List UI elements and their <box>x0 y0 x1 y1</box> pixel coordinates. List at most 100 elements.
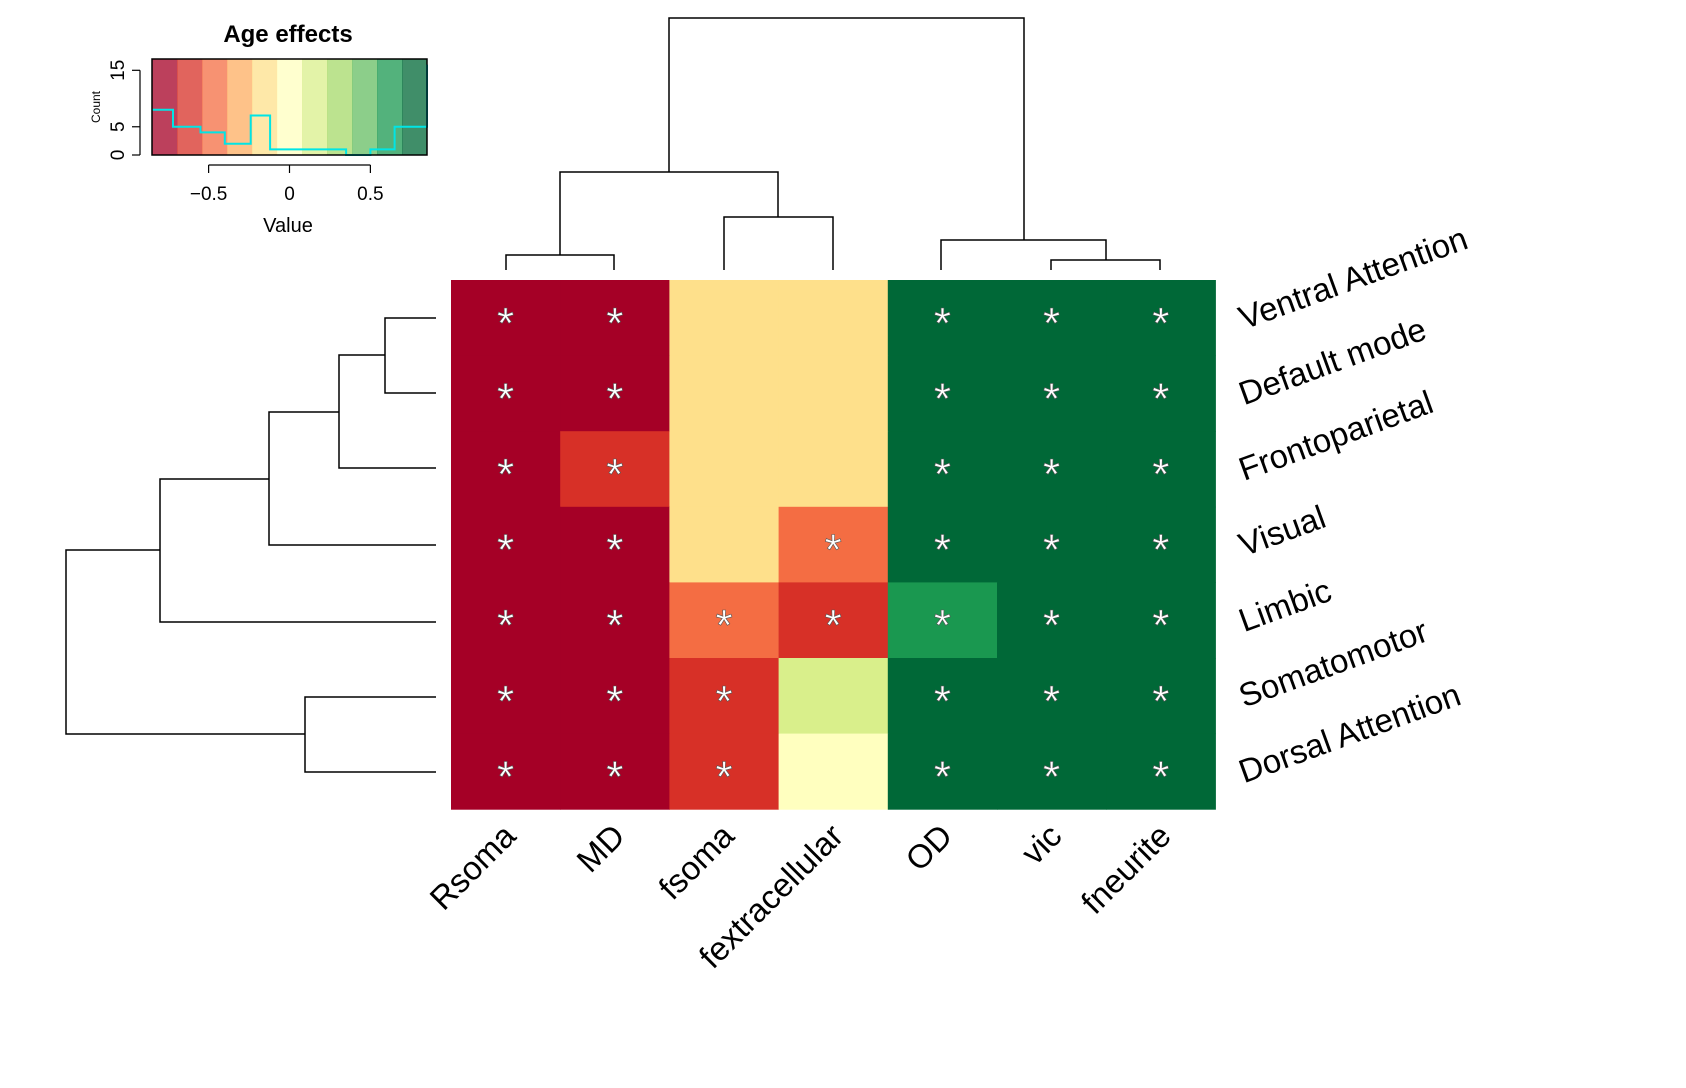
heatmap-cell <box>997 582 1107 659</box>
heatmap-cell <box>560 355 670 432</box>
column-label: fneurite <box>1074 817 1178 921</box>
heatmap-cell <box>887 658 998 735</box>
significance-marker: * <box>1152 374 1169 423</box>
color-key-band <box>352 59 378 155</box>
heatmap-cells <box>451 280 1216 810</box>
color-key-bands <box>152 59 428 155</box>
significance-marker: * <box>934 374 951 423</box>
significance-marker: * <box>497 601 514 650</box>
color-key-x-axis: −0.5 0 0.5 <box>190 164 384 205</box>
heatmap-cell <box>887 506 998 583</box>
significance-marker: * <box>497 677 514 726</box>
heatmap-cell <box>560 280 670 357</box>
color-key-band <box>377 59 403 155</box>
color-key-x-tick-label: 0 <box>284 184 295 205</box>
significance-marker: * <box>1043 450 1060 499</box>
heatmap-cell <box>778 733 889 810</box>
heatmap-cell <box>778 355 889 432</box>
color-key-title: Age effects <box>223 21 352 48</box>
heatmap-cell <box>560 431 670 508</box>
row-dendrogram <box>65 317 436 773</box>
significance-marker: * <box>934 450 951 499</box>
significance-marker: * <box>715 601 732 650</box>
significance-marker: * <box>606 526 623 575</box>
heatmap-cell <box>1106 431 1216 508</box>
heatmap-cell <box>887 280 998 357</box>
significance-marker: * <box>934 299 951 348</box>
heatmap-cell <box>451 280 561 357</box>
significance-marker: * <box>497 752 514 801</box>
significance-marker: * <box>1043 526 1060 575</box>
significance-marker: * <box>715 752 732 801</box>
color-key-ylabel: Count <box>89 90 103 123</box>
significance-marker: * <box>934 601 951 650</box>
color-key-x-tick-label: 0.5 <box>357 184 383 205</box>
significance-marker: * <box>1152 299 1169 348</box>
heatmap-cell <box>451 506 561 583</box>
heatmap-cell <box>1106 733 1216 810</box>
column-label: OD <box>898 817 959 878</box>
significance-marker: * <box>1152 601 1169 650</box>
heatmap-cell <box>887 733 998 810</box>
heatmap-cell <box>669 733 780 810</box>
significance-marker: * <box>606 601 623 650</box>
color-key-band <box>277 59 303 155</box>
heatmap-cell <box>451 431 561 508</box>
heatmap-cell <box>1106 582 1216 659</box>
significance-marker: * <box>1043 677 1060 726</box>
row-label: Visual <box>1234 498 1331 563</box>
heatmap-cell <box>1106 355 1216 432</box>
heatmap-cell <box>778 506 889 583</box>
significance-marker: * <box>825 526 842 575</box>
color-key-y-tick-label: 15 <box>108 60 129 81</box>
heatmap-cell <box>1106 506 1216 583</box>
heatmap-cell <box>887 355 998 432</box>
heatmap-cell <box>451 733 561 810</box>
heatmap-cell <box>997 658 1107 735</box>
significance-marker: * <box>1152 752 1169 801</box>
color-key-band <box>202 59 228 155</box>
significance-marker: * <box>606 374 623 423</box>
column-label: vic <box>1014 817 1069 872</box>
heatmap-cell <box>887 582 998 659</box>
heatmap-cell <box>451 658 561 735</box>
heatmap-cell <box>669 506 780 583</box>
color-key-x-tick-label: −0.5 <box>190 184 228 205</box>
significance-marker: * <box>825 601 842 650</box>
color-key-band <box>327 59 353 155</box>
significance-marker: * <box>497 450 514 499</box>
significance-markers: * * * * * * * * * * * * * * * * * * * * * * * * * * * * * * * * * * * * * * * * <box>497 298 1170 801</box>
significance-marker: * <box>497 526 514 575</box>
color-key-band <box>252 59 278 155</box>
significance-marker: * <box>934 526 951 575</box>
significance-marker: * <box>1152 677 1169 726</box>
heatmap-cell <box>669 431 780 508</box>
color-key-band <box>152 59 178 155</box>
color-key-y-axis: 0 5 15 <box>108 60 141 160</box>
row-label: Ventral Attention <box>1234 219 1473 336</box>
heatmap-cell <box>997 280 1107 357</box>
heatmap-cell <box>669 280 780 357</box>
heatmap-cell <box>560 733 670 810</box>
color-key-band <box>177 59 203 155</box>
heatmap-cell <box>560 658 670 735</box>
color-key-y-tick-label: 5 <box>108 121 129 132</box>
heatmap-cell <box>560 582 670 659</box>
significance-marker: * <box>606 299 623 348</box>
heatmap-cell <box>778 280 889 357</box>
color-key-xlabel: Value <box>263 215 313 237</box>
significance-marker: * <box>606 752 623 801</box>
significance-marker: * <box>1043 299 1060 348</box>
color-key-frame <box>151 58 428 156</box>
significance-marker: * <box>715 677 732 726</box>
heatmap-cell <box>451 355 561 432</box>
color-key-band <box>227 59 253 155</box>
row-label: Limbic <box>1234 571 1336 638</box>
color-key-histogram <box>152 64 428 156</box>
significance-marker: * <box>497 374 514 423</box>
color-key-band <box>402 59 428 155</box>
significance-marker: * <box>934 677 951 726</box>
significance-marker: * <box>497 299 514 348</box>
